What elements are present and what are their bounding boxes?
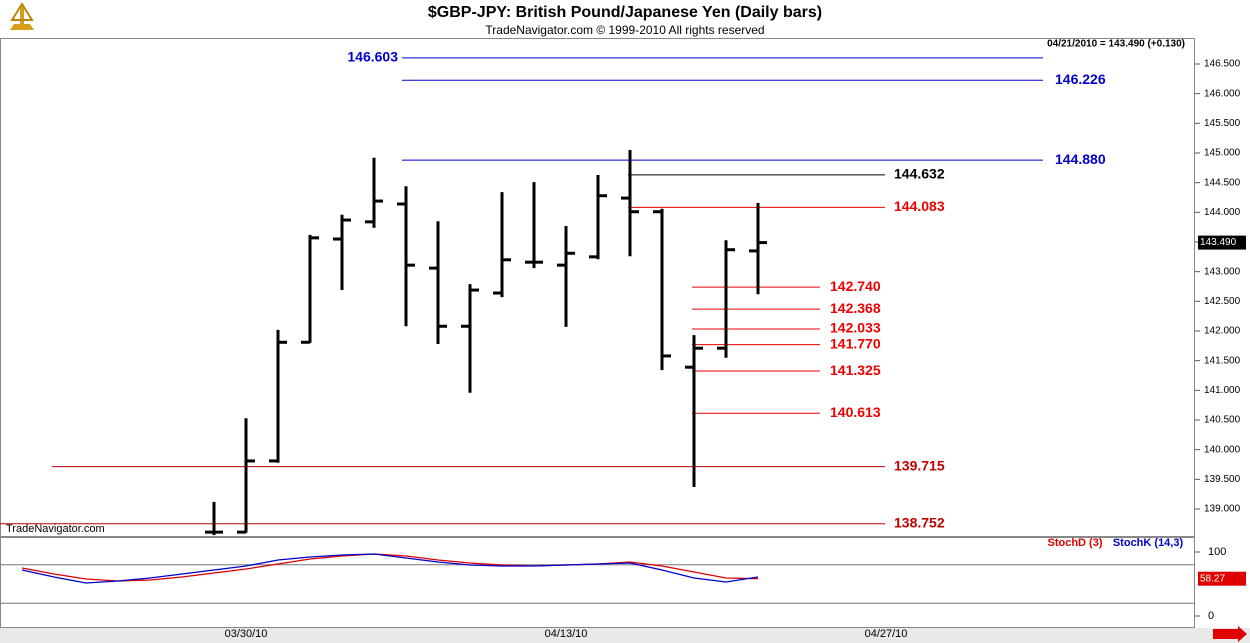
logo (10, 2, 34, 30)
stoch-tick-label: 100 (1208, 546, 1226, 558)
x-tick-label: 04/13/10 (545, 628, 588, 640)
y-tick-label: 141.000 (1204, 385, 1241, 396)
y-tick-label: 146.000 (1204, 88, 1241, 99)
watermark: TradeNavigator.com (6, 523, 105, 535)
stoch-tag-label: 58.27 (1200, 573, 1225, 584)
chart-title: $GBP-JPY: British Pound/Japanese Yen (Da… (428, 4, 822, 21)
stoch-lines (0, 553, 1195, 604)
y-tick-label: 144.000 (1204, 207, 1241, 218)
level-label: 144.880 (1055, 151, 1106, 167)
price-tag (1198, 235, 1246, 250)
level-label: 142.740 (830, 278, 881, 294)
level-label: 138.752 (894, 514, 945, 530)
level-label: 146.226 (1055, 71, 1106, 87)
y-tick-label: 143.000 (1204, 266, 1241, 277)
level-label: 142.368 (830, 300, 881, 316)
y-tick-label: 146.500 (1204, 59, 1241, 70)
level-label: 144.632 (894, 166, 945, 182)
main-pane (0, 38, 1195, 537)
y-tick-label: 142.500 (1204, 296, 1241, 307)
stoch-line (21, 553, 759, 582)
level-label: 144.083 (894, 198, 945, 214)
level-label: 141.325 (830, 362, 881, 378)
price-tag-label: 143.490 (1200, 237, 1237, 248)
stoch-tick-label: 0 (1208, 610, 1214, 622)
stoch-tag (1198, 571, 1246, 586)
y-tick-label: 145.500 (1204, 118, 1241, 129)
y-tick-label: 139.000 (1204, 504, 1241, 515)
level-label: 142.033 (830, 320, 881, 336)
stoch-line (21, 553, 759, 584)
y-tick-label: 140.000 (1204, 444, 1241, 455)
y-tick-label: 145.000 (1204, 148, 1241, 159)
scroll-arrow[interactable] (1213, 626, 1247, 642)
chart-subtitle: TradeNavigator.com © 1999-2010 All right… (485, 23, 764, 37)
legend-entry: StochD (3) (1048, 537, 1103, 549)
x-tick-label: 03/30/10 (225, 628, 268, 640)
x-tick-label: 04/27/10 (865, 628, 908, 640)
level-label: 139.715 (894, 457, 945, 473)
y-tick-label: 144.500 (1204, 177, 1241, 188)
price-pane (0, 57, 1043, 536)
y-tick-label: 142.000 (1204, 326, 1241, 337)
legend-entry: StochK (14,3) (1113, 537, 1184, 549)
price-info: 04/21/2010 = 143.490 (+0.130) (1047, 39, 1185, 50)
date-strip (0, 628, 1250, 643)
level-label: 141.770 (830, 335, 881, 351)
y-tick-label: 140.500 (1204, 415, 1241, 426)
y-tick-label: 141.500 (1204, 355, 1241, 366)
stoch-pane (0, 537, 1195, 628)
y-tick-label: 139.500 (1204, 474, 1241, 485)
level-label: 146.603 (347, 49, 398, 65)
level-label: 140.613 (830, 404, 881, 420)
